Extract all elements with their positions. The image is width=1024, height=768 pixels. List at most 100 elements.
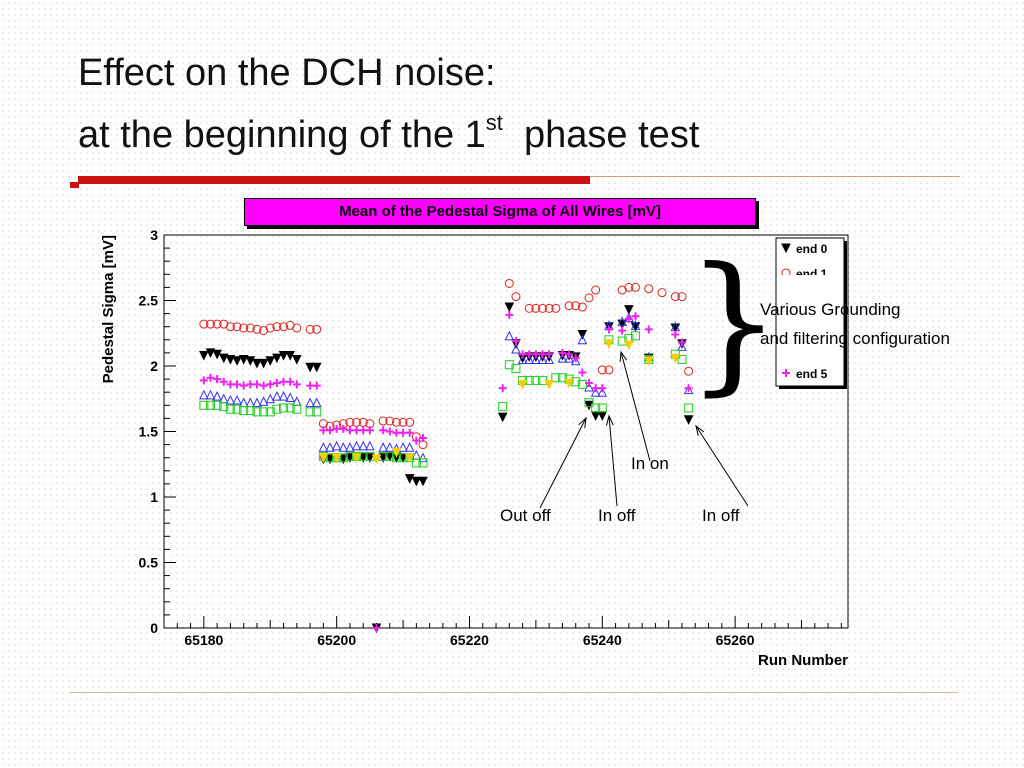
data-point — [252, 358, 262, 369]
data-point — [365, 453, 375, 463]
data-point — [305, 407, 315, 417]
data-point — [624, 282, 634, 292]
data-point — [670, 292, 680, 302]
data-point — [404, 442, 415, 452]
data-point — [590, 387, 601, 397]
legend-marker-end-0 — [781, 243, 791, 254]
data-point — [325, 454, 335, 465]
data-point — [517, 379, 528, 390]
chart-title: Mean of the Pedestal Sigma of All Wires … — [244, 198, 756, 226]
data-point — [213, 375, 222, 384]
data-point — [312, 381, 321, 390]
data-point — [644, 284, 654, 294]
annotation-grounding-line1: Various Grounding — [760, 300, 901, 319]
data-point — [577, 379, 587, 389]
data-point — [232, 322, 242, 332]
data-point — [391, 447, 402, 458]
annotation-arrow — [695, 425, 749, 507]
data-point — [497, 412, 508, 423]
data-point — [504, 278, 514, 288]
data-point — [378, 442, 388, 452]
data-point — [199, 351, 209, 361]
data-point — [405, 428, 414, 437]
data-point — [498, 384, 507, 393]
data-point — [384, 442, 395, 452]
data-point — [245, 323, 255, 333]
data-point — [212, 391, 222, 401]
data-point — [345, 453, 355, 463]
y-axis-label: Pedestal Sigma [mV] — [100, 235, 117, 383]
annotation-out-off: Out off — [500, 506, 551, 525]
data-point — [631, 312, 640, 321]
data-point — [398, 453, 408, 463]
data-point — [584, 398, 594, 408]
data-point — [565, 350, 574, 359]
data-point — [584, 381, 594, 392]
data-point — [372, 624, 381, 632]
data-point — [318, 442, 329, 452]
data-point — [225, 322, 235, 332]
data-point — [252, 324, 262, 334]
data-point — [258, 358, 269, 369]
data-point — [205, 319, 215, 329]
data-point — [212, 319, 222, 329]
data-point — [205, 400, 215, 410]
data-point — [331, 440, 342, 451]
series-end-4 — [318, 339, 681, 465]
title-accent-bar — [78, 176, 590, 184]
annotation-arrow — [539, 417, 587, 509]
data-point — [218, 353, 229, 364]
data-point — [597, 403, 607, 413]
data-point — [252, 397, 262, 408]
data-point — [265, 407, 275, 417]
data-point — [504, 330, 515, 341]
series-end-5 — [199, 310, 693, 632]
data-point — [498, 402, 508, 412]
data-point — [272, 379, 281, 388]
data-point — [598, 384, 607, 393]
data-point — [385, 427, 394, 436]
data-point — [531, 375, 541, 385]
data-point — [265, 393, 276, 404]
x-axis-label: Run Number — [758, 652, 848, 669]
title-divider-line — [590, 176, 960, 177]
data-point — [239, 406, 249, 416]
data-point — [398, 442, 408, 452]
data-point — [597, 365, 607, 375]
data-point — [544, 379, 554, 390]
data-point — [233, 380, 242, 389]
data-point — [511, 343, 521, 354]
slide-title-line2: at the beginning of the 1st phase test — [78, 110, 699, 157]
data-point — [418, 434, 427, 443]
title-accent-bar-notch — [70, 182, 79, 188]
data-point — [571, 354, 580, 363]
data-point — [630, 331, 640, 341]
data-point — [504, 302, 515, 313]
data-point — [624, 305, 634, 315]
data-point — [292, 323, 302, 333]
data-point — [225, 394, 236, 405]
data-point — [278, 391, 289, 401]
legend-occluder — [778, 275, 842, 355]
data-point — [671, 330, 680, 339]
data-point — [292, 354, 302, 365]
data-point — [537, 354, 548, 364]
data-point — [578, 368, 587, 377]
data-point — [212, 400, 222, 410]
data-point — [677, 341, 687, 351]
data-point — [564, 378, 574, 389]
data-point — [684, 384, 693, 393]
data-point — [618, 326, 627, 335]
data-point — [604, 339, 614, 349]
x-tick-label: 65260 — [716, 632, 755, 648]
data-point — [245, 356, 256, 366]
data-point — [571, 301, 581, 311]
series-end-2 — [199, 312, 694, 463]
data-point — [272, 353, 282, 364]
data-point — [511, 292, 521, 302]
data-point — [351, 440, 362, 451]
data-point — [544, 303, 554, 313]
data-point — [604, 365, 614, 375]
data-point — [199, 319, 209, 329]
